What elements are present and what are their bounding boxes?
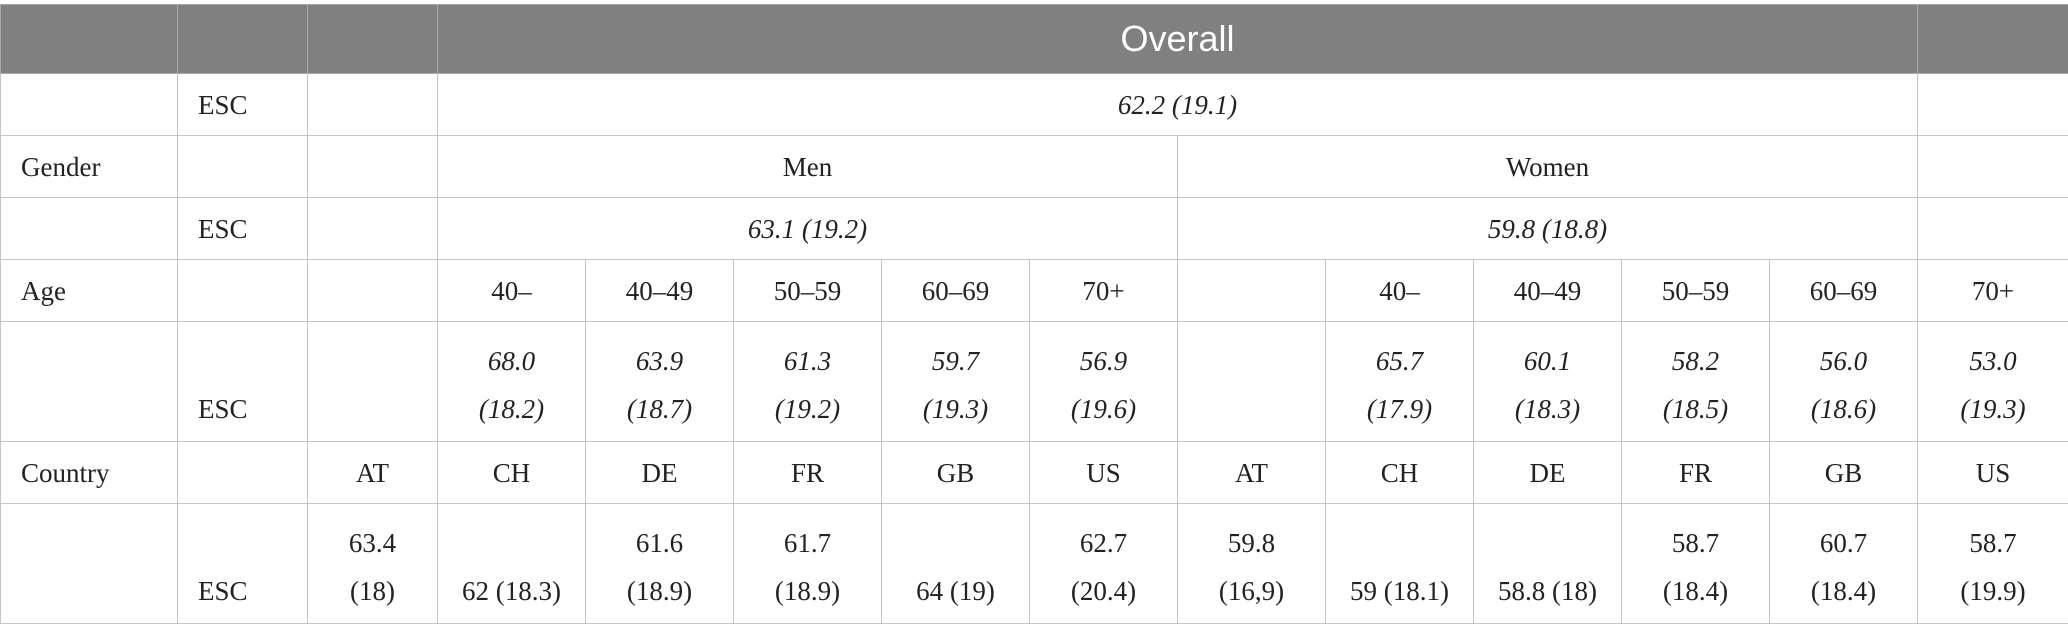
table-row-gender-esc: ESC 63.1 (19.2) 59.8 (18.8)	[1, 198, 2068, 260]
country-esc-cell: 62.7(20.4)	[1030, 504, 1178, 624]
gender-esc-men: 63.1 (19.2)	[438, 198, 1178, 260]
country-cell: FR	[1622, 442, 1770, 504]
age-esc-cell: 63.9(18.7)	[586, 322, 734, 442]
age-cell: 40–49	[586, 260, 734, 322]
row-label: Age	[1, 260, 178, 322]
country-cell: GB	[882, 442, 1030, 504]
country-esc-cell: 58.8 (18)	[1474, 504, 1622, 624]
gender-men: Men	[438, 136, 1178, 198]
country-esc-cell: 59 (18.1)	[1326, 504, 1474, 624]
age-esc-cell: 61.3(19.2)	[734, 322, 882, 442]
age-esc-cell: 58.2(18.5)	[1622, 322, 1770, 442]
age-esc-cell: 53.0(19.3)	[1918, 322, 2068, 442]
row-label: ESC	[178, 74, 308, 136]
country-cell: US	[1918, 442, 2068, 504]
row-label: ESC	[178, 322, 308, 442]
country-cell: DE	[1474, 442, 1622, 504]
table-row-age-esc: ESC 68.0(18.2) 63.9(18.7) 61.3(19.2) 59.…	[1, 322, 2068, 442]
row-label: ESC	[178, 504, 308, 624]
country-esc-cell: 60.7(18.4)	[1770, 504, 1918, 624]
table-row-overall: ESC 62.2 (19.1)	[1, 74, 2068, 136]
country-esc-cell: 58.7(18.4)	[1622, 504, 1770, 624]
overall-value: 62.2 (19.1)	[438, 74, 1918, 136]
gender-women: Women	[1178, 136, 1918, 198]
country-esc-cell: 63.4(18)	[308, 504, 438, 624]
table-header-row: Overall	[1, 5, 2068, 74]
country-cell: AT	[1178, 442, 1326, 504]
table-row-gender: Gender Men Women	[1, 136, 2068, 198]
table-row-country: Country AT CH DE FR GB US AT CH DE FR GB…	[1, 442, 2068, 504]
age-cell: 60–69	[1770, 260, 1918, 322]
country-cell: FR	[734, 442, 882, 504]
age-esc-cell: 56.0(18.6)	[1770, 322, 1918, 442]
age-esc-cell: 60.1(18.3)	[1474, 322, 1622, 442]
row-label: ESC	[178, 198, 308, 260]
country-cell: CH	[1326, 442, 1474, 504]
age-esc-cell: 68.0(18.2)	[438, 322, 586, 442]
age-cell: 50–59	[734, 260, 882, 322]
age-cell: 40–49	[1474, 260, 1622, 322]
country-esc-cell: 61.7(18.9)	[734, 504, 882, 624]
country-esc-cell: 59.8(16,9)	[1178, 504, 1326, 624]
age-cell: 70+	[1030, 260, 1178, 322]
table-row-country-esc: ESC 63.4(18) 62 (18.3) 61.6(18.9) 61.7(1…	[1, 504, 2068, 624]
age-cell: 40–	[1326, 260, 1474, 322]
header-overall: Overall	[438, 5, 1918, 74]
country-cell: AT	[308, 442, 438, 504]
age-cell: 50–59	[1622, 260, 1770, 322]
age-esc-cell: 56.9(19.6)	[1030, 322, 1178, 442]
country-esc-cell: 64 (19)	[882, 504, 1030, 624]
age-esc-cell: 65.7(17.9)	[1326, 322, 1474, 442]
row-label: Country	[1, 442, 178, 504]
age-cell: 40–	[438, 260, 586, 322]
gender-esc-women: 59.8 (18.8)	[1178, 198, 1918, 260]
country-esc-cell: 62 (18.3)	[438, 504, 586, 624]
age-cell: 70+	[1918, 260, 2068, 322]
country-cell: US	[1030, 442, 1178, 504]
row-label: Gender	[1, 136, 178, 198]
age-esc-cell: 59.7(19.3)	[882, 322, 1030, 442]
results-table: Overall ESC 62.2 (19.1) Gender Men Women…	[0, 4, 2068, 624]
country-esc-cell: 61.6(18.9)	[586, 504, 734, 624]
country-cell: GB	[1770, 442, 1918, 504]
country-cell: DE	[586, 442, 734, 504]
country-cell: CH	[438, 442, 586, 504]
table-row-age: Age 40– 40–49 50–59 60–69 70+ 40– 40–49 …	[1, 260, 2068, 322]
country-esc-cell: 58.7(19.9)	[1918, 504, 2068, 624]
age-cell: 60–69	[882, 260, 1030, 322]
